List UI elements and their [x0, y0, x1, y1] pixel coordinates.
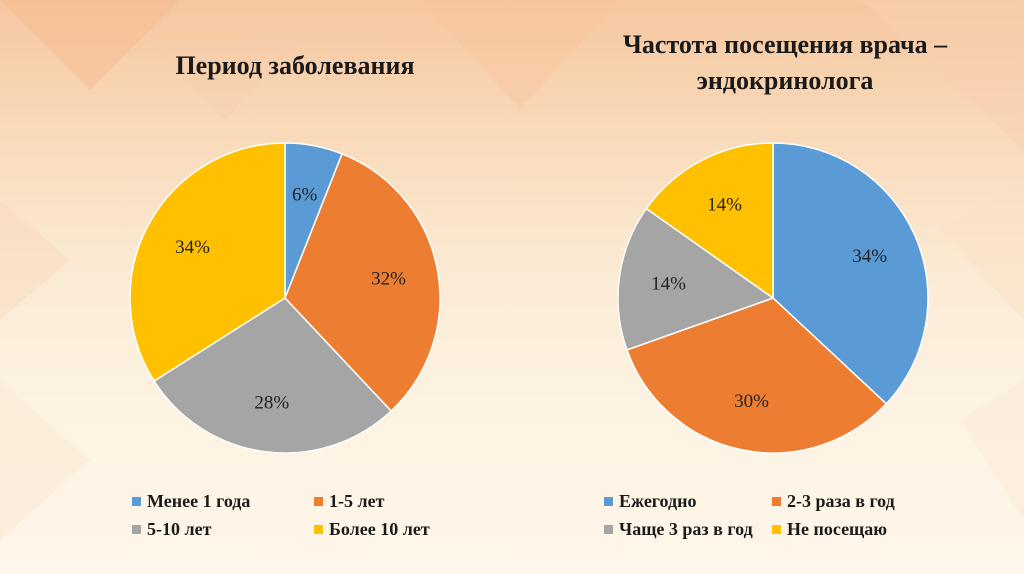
legend-swatch — [604, 497, 613, 506]
legend-swatch — [132, 525, 141, 534]
legend-label: Ежегодно — [619, 491, 697, 511]
data-label-more-3-times: 14% — [651, 274, 686, 295]
legend-swatch — [132, 497, 141, 506]
legend-label: 5-10 лет — [147, 519, 212, 539]
data-label-more-10-years: 34% — [175, 237, 210, 258]
chart-title-visit-frequency: Частота посещения врача – эндокринолога — [622, 30, 948, 95]
legend-item-yearly: Ежегодно — [604, 491, 697, 512]
legend-item-less-1-year: Менее 1 года — [132, 491, 250, 512]
legend-item-5-10-years: 5-10 лет — [132, 519, 211, 540]
legend-item-1-5-years: 1-5 лет — [314, 491, 384, 512]
pie-slice-more-10-years — [129, 142, 286, 383]
legend-swatch — [314, 525, 323, 534]
legend-label: Не посещаю — [787, 519, 888, 539]
legend-item-not-visiting: Не посещаю — [772, 519, 887, 540]
legend-label: Чаще 3 раз в год — [619, 519, 753, 539]
legend-item-2-3-times: 2-3 раза в год — [772, 491, 895, 512]
data-label-yearly: 34% — [852, 246, 887, 267]
legend-item-more-10-years: Более 10 лет — [314, 519, 430, 540]
pie-slice-2-3-times — [625, 297, 888, 454]
pie-slice-1-5-years — [284, 152, 441, 413]
legend-swatch — [314, 497, 323, 506]
legend-label: 1-5 лет — [329, 491, 385, 511]
data-label-1-5-years: 32% — [371, 268, 406, 289]
data-label-less-1-year: 6% — [292, 185, 318, 206]
legend-label: Более 10 лет — [329, 519, 430, 539]
chart-title-illness-period: Период заболевания — [175, 51, 415, 80]
data-label-2-3-times: 30% — [734, 391, 769, 412]
legend-swatch — [772, 525, 781, 534]
pie-slice-more-3-times — [617, 207, 775, 351]
pie-slice-not-visiting — [645, 142, 774, 300]
pie-slice-5-10-years — [153, 297, 393, 454]
data-label-not-visiting: 14% — [707, 194, 742, 215]
legend-label: 2-3 раза в год — [787, 491, 895, 511]
data-label-5-10-years: 28% — [254, 393, 289, 414]
legend-swatch — [604, 525, 613, 534]
legend-swatch — [772, 497, 781, 506]
legend-item-more-3-times: Чаще 3 раз в год — [604, 519, 753, 540]
pie-slice-yearly — [772, 142, 929, 405]
legend-label: Менее 1 года — [147, 491, 251, 511]
